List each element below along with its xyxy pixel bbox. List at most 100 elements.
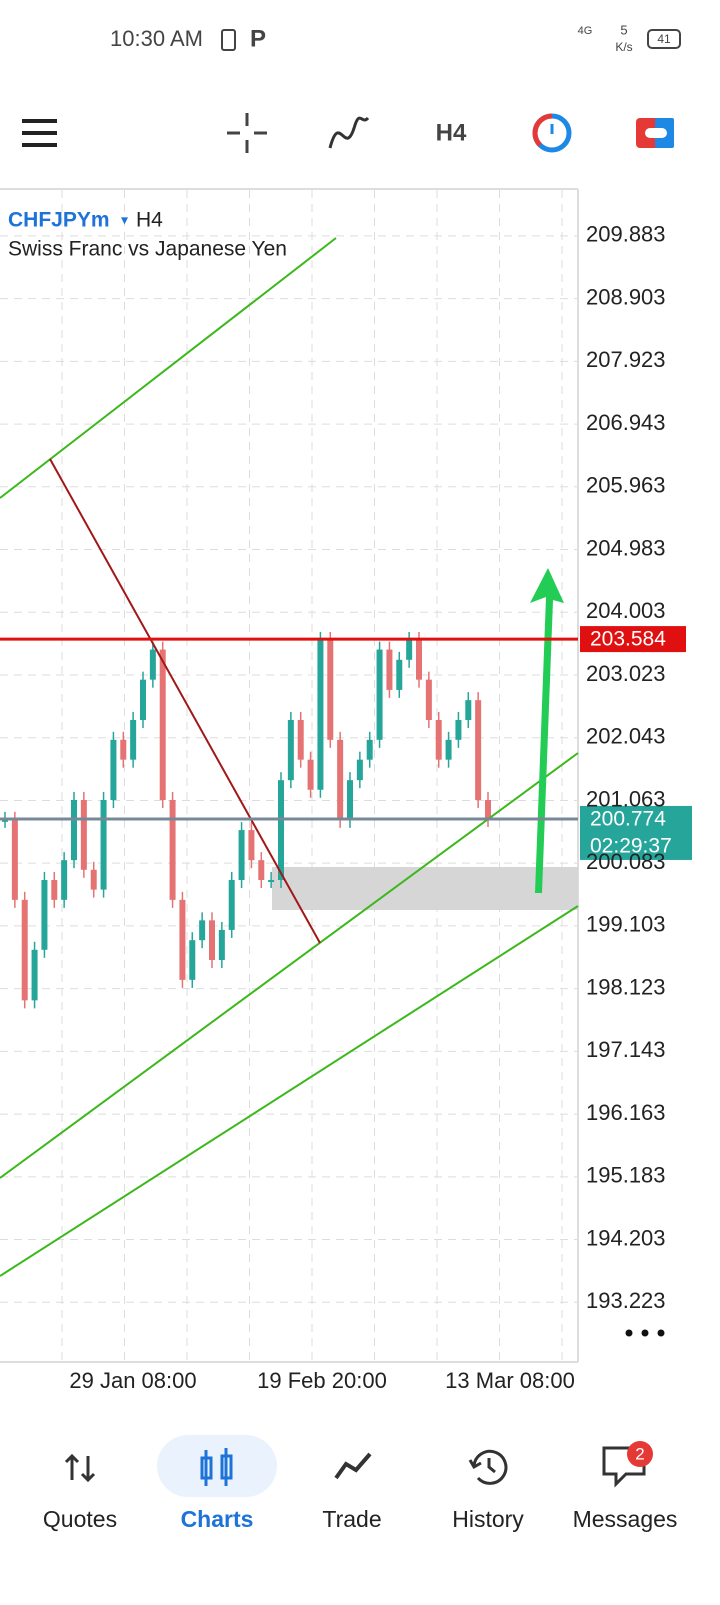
charts-icon (200, 1448, 233, 1486)
candle-body (425, 679, 432, 720)
candle-body (317, 639, 324, 790)
current-price-label: 200.774 (590, 807, 666, 830)
y-tick-label: 208.903 (586, 284, 666, 309)
candle-body (238, 830, 245, 881)
candle-body (90, 869, 97, 890)
candle-body (21, 899, 28, 1001)
p-icon: P (250, 25, 266, 52)
trade-button[interactable] (636, 118, 674, 148)
candle-body (228, 880, 235, 930)
y-tick-label: 197.143 (586, 1037, 666, 1062)
candle-body (248, 830, 255, 861)
net-speed-unit: K/s (615, 40, 632, 54)
y-tick-label: 200.083 (586, 849, 666, 874)
active-tab-highlight (157, 1435, 277, 1497)
y-tick-label: 206.943 (586, 410, 666, 435)
price-level-label-bg (580, 626, 686, 653)
y-tick-label: 202.043 (586, 724, 666, 749)
more-button[interactable] (625, 1329, 665, 1337)
y-tick-label: 199.103 (586, 912, 666, 937)
y-tick-label: 204.003 (586, 598, 666, 623)
nav-tab-label[interactable]: Trade (322, 1506, 381, 1532)
candle-body (80, 800, 87, 870)
candle-body (416, 639, 422, 680)
candle-body (179, 899, 186, 980)
nav-tab-label[interactable]: Quotes (43, 1506, 117, 1532)
candle-body (149, 649, 156, 680)
x-tick-label: 13 Mar 08:00 (445, 1368, 575, 1393)
trendline (0, 237, 337, 499)
candle-body (61, 860, 68, 900)
bar-countdown: 02:29:37 (590, 834, 672, 857)
candle-body (347, 780, 353, 820)
nav-tab-label[interactable]: Messages (573, 1506, 678, 1532)
candle-body (71, 800, 77, 861)
candle-body (159, 649, 166, 801)
y-tick-label: 196.163 (586, 1100, 666, 1125)
y-tick-label: 193.223 (586, 1288, 666, 1313)
candle-body (337, 739, 344, 820)
candle-body (297, 719, 304, 760)
symbol[interactable]: CHFJPYm (8, 209, 110, 232)
crosshair-button[interactable] (227, 113, 267, 153)
y-tick-label: 204.983 (586, 535, 666, 560)
menu-button[interactable] (22, 119, 57, 147)
candle-body (218, 929, 225, 961)
y-tick-label: 207.923 (586, 347, 666, 372)
x-tick-label: 19 Feb 20:00 (257, 1368, 387, 1393)
trade-icon (334, 1452, 372, 1480)
symbol-dropdown[interactable]: ▾ (121, 212, 128, 228)
badge (627, 1441, 653, 1467)
nav-tab-label[interactable]: History (452, 1506, 524, 1532)
candle-body (120, 739, 127, 760)
badge-count: 2 (635, 1444, 644, 1463)
y-tick-label: 194.203 (586, 1225, 666, 1250)
candle-body (169, 800, 176, 900)
candle-body (278, 780, 284, 881)
x-tick-label: 29 Jan 08:00 (69, 1368, 196, 1393)
candle-body (396, 659, 403, 690)
candle-body (287, 719, 294, 781)
candle-body (189, 940, 196, 980)
battery-level: 41 (657, 32, 671, 46)
candle-body (376, 649, 383, 740)
battery-saver-icon (221, 29, 236, 51)
candle-body (406, 639, 413, 660)
candle-body (140, 679, 146, 720)
arrow-annotation (530, 568, 564, 893)
timeframe-button[interactable]: H4 (436, 119, 467, 146)
candle-body (130, 719, 137, 760)
history-icon (468, 1449, 508, 1485)
indicators-button[interactable] (328, 116, 370, 149)
y-tick-label: 209.883 (586, 222, 666, 247)
trendline (0, 752, 579, 1179)
candle-body (110, 739, 117, 801)
battery (647, 29, 681, 49)
candle-body (11, 819, 18, 900)
candle-body (209, 920, 215, 961)
y-tick-label: 205.963 (586, 473, 666, 498)
candle-body (258, 860, 265, 881)
y-tick-label: 195.183 (586, 1163, 666, 1188)
candle-body (435, 719, 442, 760)
candle-body (475, 700, 482, 801)
candle-body (51, 880, 58, 900)
quotes-icon (64, 1453, 96, 1483)
net-speed: 5 (620, 22, 627, 37)
nav-tab-label[interactable]: Charts (181, 1506, 254, 1532)
y-tick-label: 201.063 (586, 786, 666, 811)
trendline (49, 458, 321, 944)
candle-body (386, 649, 393, 690)
candle-body (268, 880, 275, 883)
y-tick-label: 203.023 (586, 661, 666, 686)
symbol-description: Swiss Franc vs Japanese Yen (8, 238, 287, 261)
y-tick-label: 198.123 (586, 974, 666, 999)
candle-body (307, 759, 314, 790)
candle-body (199, 920, 206, 941)
candle-body (356, 759, 363, 781)
candle-body (2, 819, 8, 822)
candle-body (31, 949, 38, 1001)
candle-body (465, 700, 472, 720)
objects-button[interactable] (532, 113, 572, 153)
